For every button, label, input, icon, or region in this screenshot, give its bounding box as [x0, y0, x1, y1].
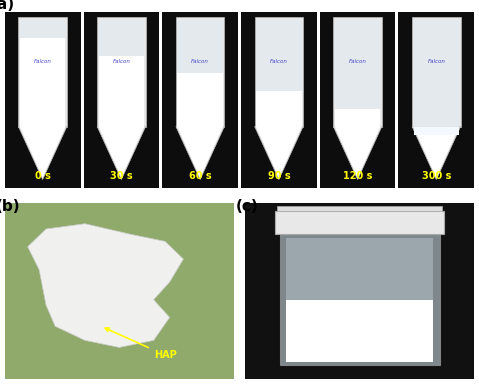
Text: (a): (a) — [0, 0, 15, 12]
Text: 0 s: 0 s — [34, 171, 51, 181]
Polygon shape — [5, 12, 80, 188]
Polygon shape — [18, 17, 67, 127]
Polygon shape — [280, 234, 440, 365]
Text: Falcon: Falcon — [34, 58, 52, 63]
Polygon shape — [414, 127, 459, 178]
Text: HAP: HAP — [105, 328, 176, 360]
Polygon shape — [83, 12, 159, 188]
Polygon shape — [335, 127, 380, 178]
Polygon shape — [333, 127, 382, 180]
Text: 120 s: 120 s — [343, 171, 372, 181]
Polygon shape — [333, 17, 382, 127]
Text: 30 s: 30 s — [110, 171, 133, 181]
Polygon shape — [177, 74, 223, 127]
Polygon shape — [335, 21, 380, 109]
Polygon shape — [256, 127, 302, 178]
Text: (b): (b) — [0, 199, 20, 214]
Text: Falcon: Falcon — [349, 58, 366, 63]
Polygon shape — [241, 12, 317, 188]
Polygon shape — [414, 127, 459, 135]
Text: (c): (c) — [236, 199, 259, 214]
Polygon shape — [20, 127, 65, 178]
Text: Falcon: Falcon — [191, 58, 209, 63]
Polygon shape — [99, 127, 144, 178]
Polygon shape — [20, 21, 65, 38]
Polygon shape — [335, 109, 380, 127]
Polygon shape — [286, 238, 433, 300]
Polygon shape — [412, 127, 461, 180]
Polygon shape — [412, 17, 461, 127]
Polygon shape — [20, 38, 65, 127]
Text: Falcon: Falcon — [270, 58, 288, 63]
Text: 90 s: 90 s — [268, 171, 290, 181]
Polygon shape — [399, 12, 474, 188]
Polygon shape — [162, 12, 238, 188]
Polygon shape — [414, 21, 459, 135]
Polygon shape — [275, 211, 445, 234]
Polygon shape — [256, 21, 302, 91]
Polygon shape — [5, 202, 234, 379]
Polygon shape — [255, 17, 303, 127]
Polygon shape — [245, 202, 474, 379]
Polygon shape — [176, 17, 224, 127]
Polygon shape — [277, 206, 442, 211]
Polygon shape — [97, 127, 146, 180]
Text: Falcon: Falcon — [113, 58, 130, 63]
Text: 300 s: 300 s — [422, 171, 451, 181]
Polygon shape — [97, 17, 146, 127]
Polygon shape — [255, 127, 303, 180]
Polygon shape — [176, 127, 224, 180]
Polygon shape — [320, 12, 396, 188]
Polygon shape — [177, 127, 223, 178]
Polygon shape — [177, 21, 223, 74]
Text: 60 s: 60 s — [189, 171, 211, 181]
Text: Falcon: Falcon — [427, 58, 445, 63]
Polygon shape — [256, 91, 302, 127]
Polygon shape — [18, 127, 67, 180]
Polygon shape — [99, 56, 144, 127]
Polygon shape — [99, 21, 144, 56]
Polygon shape — [286, 300, 433, 361]
Polygon shape — [28, 224, 183, 348]
